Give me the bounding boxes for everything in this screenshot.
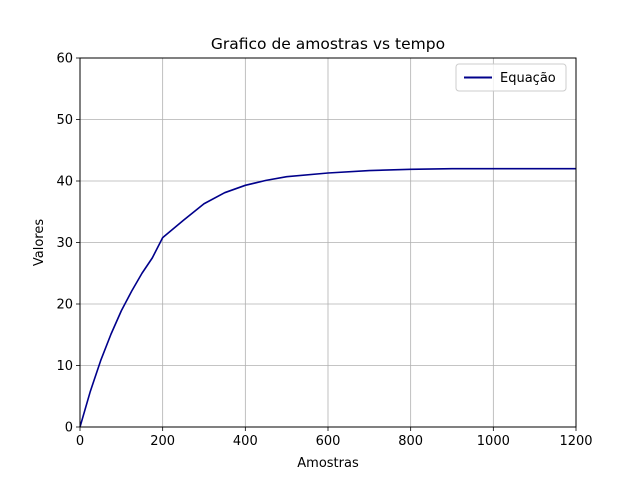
x-axis-title: Amostras — [297, 456, 359, 471]
y-tick-label: 10 — [56, 359, 73, 374]
y-tick-label: 60 — [56, 52, 73, 67]
y-axis-title: Valores — [32, 219, 47, 266]
y-tick-label: 20 — [56, 298, 73, 313]
x-tick-label: 1000 — [477, 434, 510, 449]
legend-label: Equação — [500, 71, 556, 86]
legend: Equação — [455, 63, 567, 92]
series-line-0 — [79, 167, 576, 428]
x-tick-label: 1200 — [559, 434, 592, 449]
series-layer — [79, 167, 576, 428]
y-tick-label: 30 — [56, 236, 73, 251]
ticks: 0 200 400 600 800 1000 1200 0 10 20 30 40 50 60 — [56, 52, 592, 450]
x-tick-label: 400 — [233, 434, 258, 449]
legend-box — [455, 63, 567, 92]
x-tick-label: 200 — [150, 434, 175, 449]
x-tick-label: 800 — [398, 434, 423, 449]
chart-title: Grafico de amostras vs tempo — [211, 35, 445, 53]
x-tick-label: 0 — [76, 434, 84, 449]
y-tick-label: 40 — [56, 175, 73, 190]
y-tick-label: 0 — [65, 421, 73, 436]
y-tick-label: 50 — [56, 113, 73, 128]
x-tick-label: 600 — [316, 434, 341, 449]
